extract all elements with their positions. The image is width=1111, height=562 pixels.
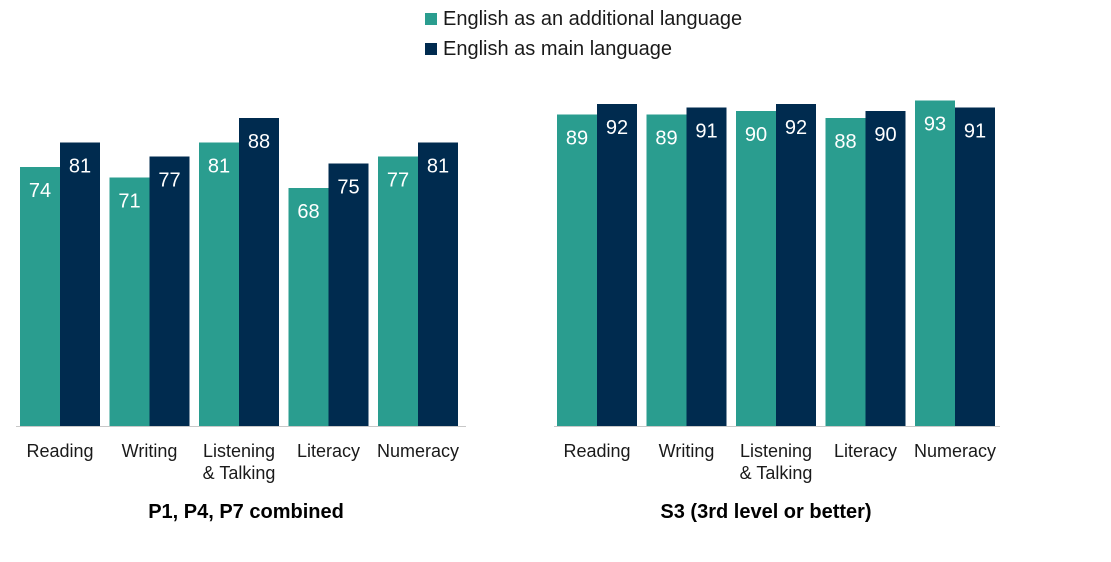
bar	[686, 107, 727, 426]
bar	[955, 107, 995, 426]
category-label: Literacy	[834, 441, 897, 461]
bar	[825, 118, 866, 426]
data-label: 75	[337, 177, 359, 199]
data-label: 74	[29, 180, 51, 202]
legend-label-main: English as main language	[443, 37, 673, 60]
bar	[597, 104, 637, 426]
bar	[418, 142, 458, 426]
data-label: 68	[297, 201, 319, 223]
data-label: 81	[427, 156, 449, 178]
group-title-primary: P1, P4, P7 combined	[148, 501, 344, 523]
bar	[20, 167, 60, 426]
data-label: 91	[964, 121, 986, 143]
data-label: 77	[158, 170, 180, 192]
chart-marks: 74 81 Reading 71 77 Writing 81 88 Listening & Tal…	[16, 100, 1000, 483]
legend: English as an additional language Englis…	[425, 4, 742, 64]
data-label: 89	[655, 128, 677, 150]
data-label: 81	[69, 156, 91, 178]
data-label: 90	[874, 124, 896, 146]
legend-swatch-eal	[425, 13, 437, 25]
legend-label-eal: English as an additional language	[443, 7, 743, 30]
data-label: 77	[387, 170, 409, 192]
bar	[149, 156, 190, 426]
category-label: Writing	[659, 441, 715, 461]
category-label: Reading	[26, 441, 93, 461]
data-label: 91	[695, 121, 717, 143]
data-label: 89	[566, 128, 588, 150]
category-label: Numeracy	[914, 441, 996, 461]
data-label: 81	[208, 156, 230, 178]
bar	[915, 100, 955, 426]
bar	[60, 142, 100, 426]
bar	[557, 114, 597, 426]
legend-item-main: English as main language	[425, 34, 742, 64]
group-title-secondary: S3 (3rd level or better)	[660, 501, 872, 523]
category-label: Listening & Talking	[203, 441, 276, 483]
bar	[378, 156, 418, 426]
bar	[199, 142, 239, 426]
category-label: Literacy	[297, 441, 360, 461]
data-label: 88	[248, 131, 270, 153]
data-label: 92	[785, 117, 807, 139]
legend-swatch-main	[425, 43, 437, 55]
category-label: Reading	[563, 441, 630, 461]
bar	[328, 163, 369, 426]
bar	[109, 177, 150, 426]
data-label: 71	[118, 191, 140, 213]
category-label: Numeracy	[377, 441, 459, 461]
bar	[865, 111, 906, 426]
bar	[736, 111, 776, 426]
bar	[776, 104, 816, 426]
data-label: 93	[924, 114, 946, 136]
legend-item-eal: English as an additional language	[425, 4, 742, 34]
data-label: 90	[745, 124, 767, 146]
bar	[239, 118, 279, 426]
category-label: Listening & Talking	[740, 441, 813, 483]
bar	[288, 188, 329, 426]
data-label: 92	[606, 117, 628, 139]
bar	[646, 114, 687, 426]
category-label: Writing	[122, 441, 178, 461]
data-label: 88	[834, 131, 856, 153]
